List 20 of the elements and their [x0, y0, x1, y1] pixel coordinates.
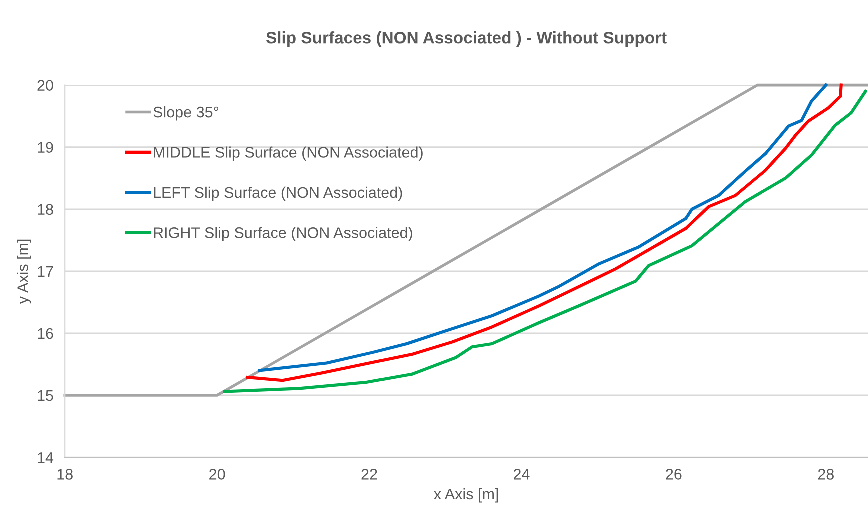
x-tick-label: 28	[818, 469, 834, 480]
y-tick-label: 20	[38, 80, 54, 91]
x-tick-label: 20	[210, 469, 226, 480]
legend-label: LEFT Slip Surface (NON Associated)	[154, 186, 402, 202]
y-tick-label: 15	[38, 390, 54, 402]
y-tick-label: 16	[38, 328, 54, 340]
x-tick-label: 18	[58, 469, 73, 480]
chart-title: Slip Surfaces (NON Associated ) - Without Support	[266, 32, 667, 48]
legend-label: MIDDLE Slip Surface (NON Associated)	[154, 146, 423, 161]
x-axis-title: x Axis [m]	[434, 488, 498, 503]
x-tick-label: 26	[666, 469, 682, 480]
legend-label: RIGHT Slip Surface (NON Associated)	[154, 227, 412, 242]
x-tick-label: 22	[362, 469, 378, 480]
y-tick-label: 18	[38, 204, 54, 216]
x-tick-label: 24	[514, 469, 530, 480]
y-tick-label: 19	[38, 142, 54, 154]
legend-label: Slope 35°	[154, 106, 218, 121]
y-tick-label: 17	[38, 266, 54, 277]
y-axis-title: y Axis [m]	[17, 240, 32, 304]
y-tick-label: 14	[38, 452, 54, 464]
